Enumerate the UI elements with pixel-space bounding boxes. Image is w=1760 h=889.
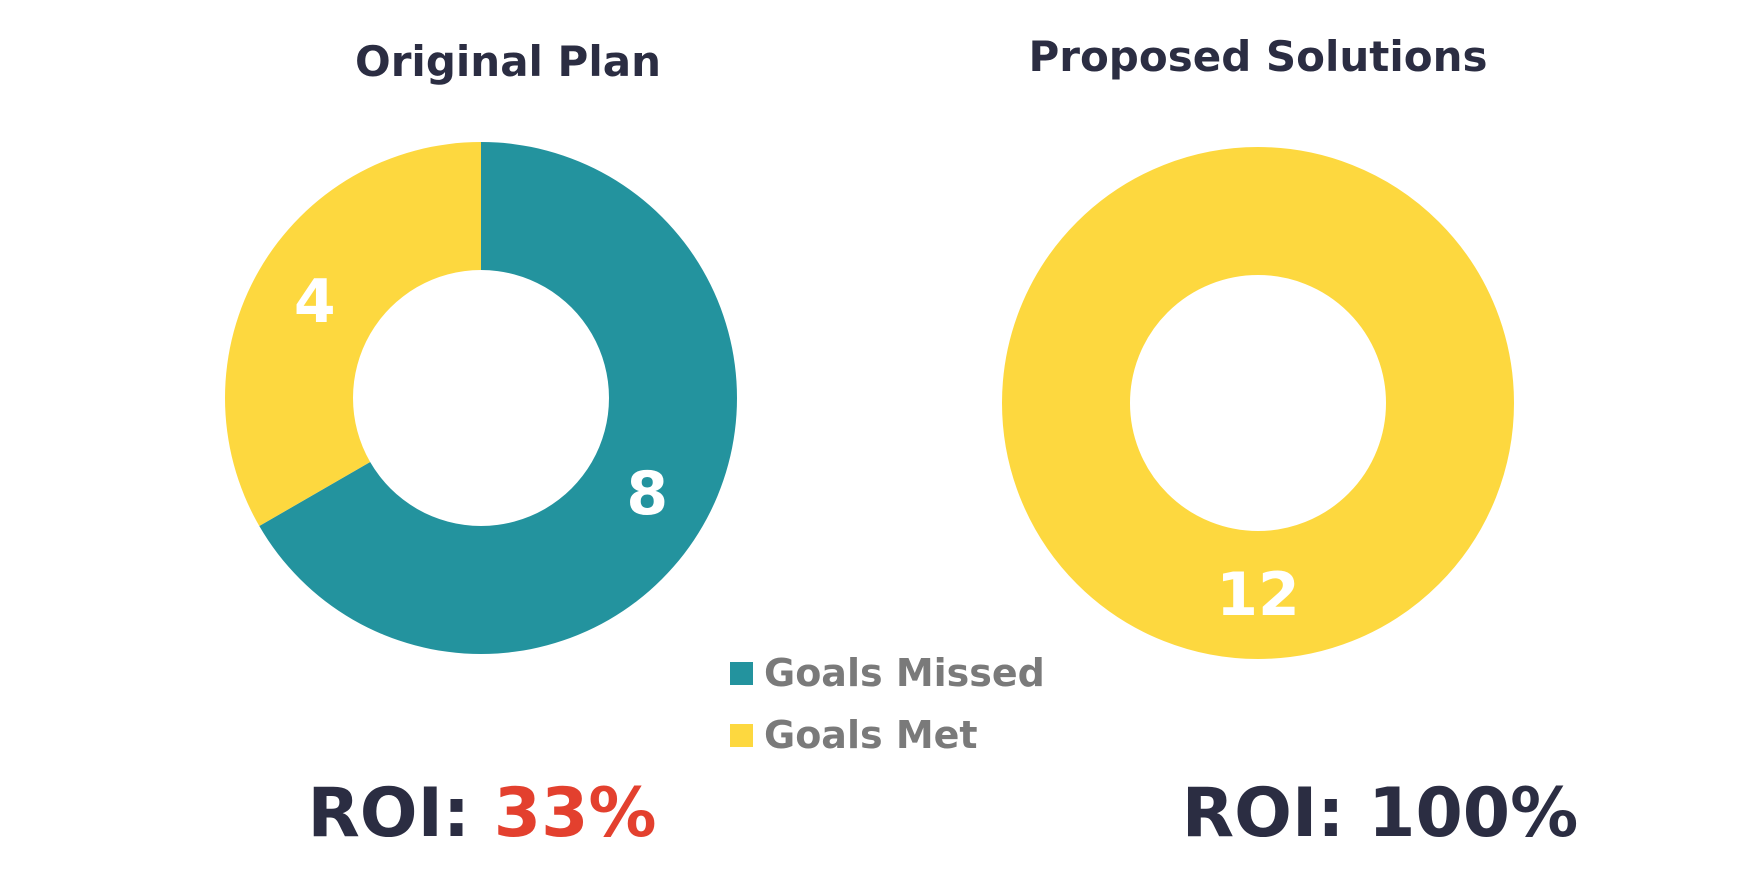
roi-original-plan: ROI: 33%	[307, 774, 656, 853]
roi-value: 33%	[494, 774, 657, 853]
donut-slice-goals-missed	[259, 142, 737, 654]
legend: Goals Missed Goals Met	[730, 651, 1045, 757]
legend-swatch-goals-missed	[730, 662, 753, 685]
legend-label-goals-missed: Goals Missed	[764, 651, 1045, 695]
chart-title-proposed-solutions: Proposed Solutions	[1028, 32, 1487, 81]
roi-proposed-solutions: ROI: 100%	[1182, 774, 1578, 853]
chart-title-original-plan: Original Plan	[355, 37, 661, 86]
legend-swatch-goals-met	[730, 724, 753, 747]
donut-original-plan: 84	[224, 142, 737, 654]
roi-label: ROI:	[307, 774, 470, 853]
chart-proposed-solutions: Proposed Solutions 12 ROI: 100%	[1002, 32, 1578, 853]
donut-slice-goals-met	[224, 142, 481, 526]
donut-slice-goals-met	[1002, 147, 1514, 659]
legend-label-goals-met: Goals Met	[764, 713, 978, 757]
donut-proposed-solutions: 12	[1002, 147, 1514, 659]
chart-original-plan: Original Plan 84 ROI: 33%	[224, 37, 737, 853]
data-label-goals-met: 12	[1216, 560, 1300, 630]
data-label-goals-missed: 8	[626, 459, 668, 529]
data-label-goals-met: 4	[294, 267, 336, 337]
roi-value: 100%	[1368, 774, 1578, 853]
roi-label: ROI:	[1182, 774, 1345, 853]
